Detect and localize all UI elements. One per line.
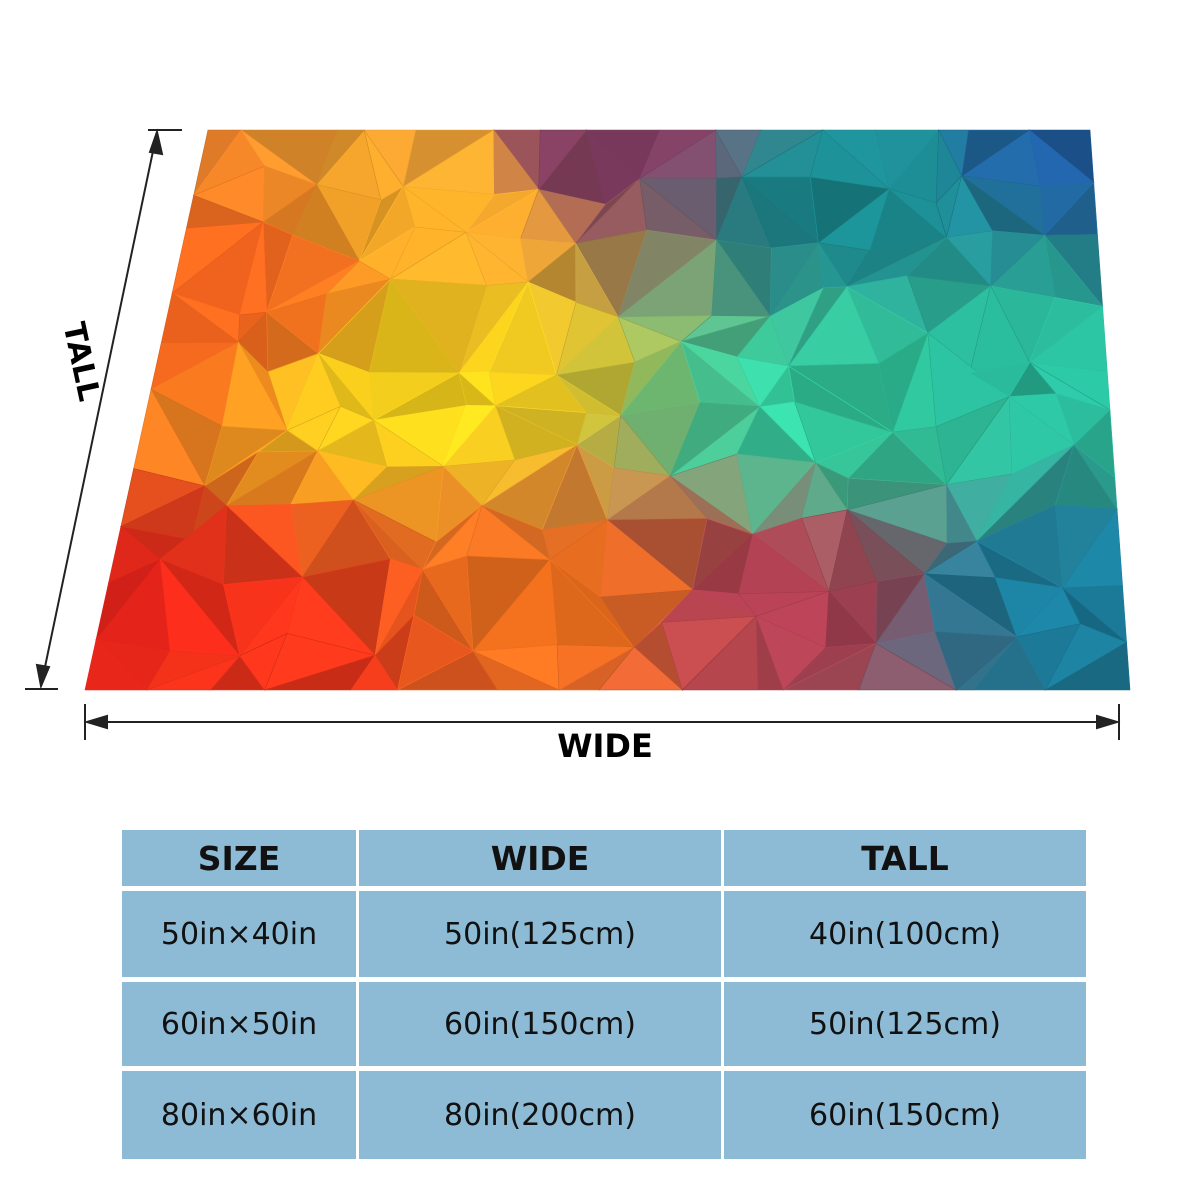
facet	[84, 639, 148, 691]
arrow-head	[1096, 714, 1121, 730]
table-cell: 60in×50in	[122, 982, 356, 1066]
facet	[858, 643, 958, 691]
arrow-head	[35, 663, 51, 690]
header-cell: WIDE	[359, 830, 721, 886]
facet	[598, 646, 684, 691]
facet	[1044, 641, 1131, 691]
table-cell: 80in(200cm)	[359, 1071, 721, 1159]
table-cell: 60in(150cm)	[724, 1071, 1086, 1159]
table-cell: 50in×40in	[122, 891, 356, 977]
table-cell: 50in(125cm)	[359, 891, 721, 977]
arrow-line	[40, 131, 158, 687]
tall-label: TALL	[56, 319, 107, 404]
table-cell: 50in(125cm)	[724, 982, 1086, 1066]
blanket	[84, 129, 1131, 691]
facet	[472, 650, 560, 691]
arrow-head	[148, 128, 164, 156]
header-cell: SIZE	[122, 830, 356, 886]
arrow-head	[83, 714, 108, 730]
illustration: TALL WIDE	[25, 128, 1131, 765]
facet	[972, 636, 1046, 691]
size-table: SIZE WIDE TALL 50in×40in 50in(125cm) 40in(100…	[122, 830, 1086, 1159]
facet	[209, 655, 266, 691]
wide-arrow	[83, 704, 1121, 740]
table-cell: 40in(100cm)	[724, 891, 1086, 977]
tall-arrow	[25, 128, 182, 690]
table-cell: 60in(150cm)	[359, 982, 721, 1066]
facet	[755, 616, 784, 691]
table-cell: 80in×60in	[122, 1071, 356, 1159]
header-cell: TALL	[724, 830, 1086, 886]
wide-label: WIDE	[557, 727, 653, 765]
facet	[350, 654, 399, 691]
